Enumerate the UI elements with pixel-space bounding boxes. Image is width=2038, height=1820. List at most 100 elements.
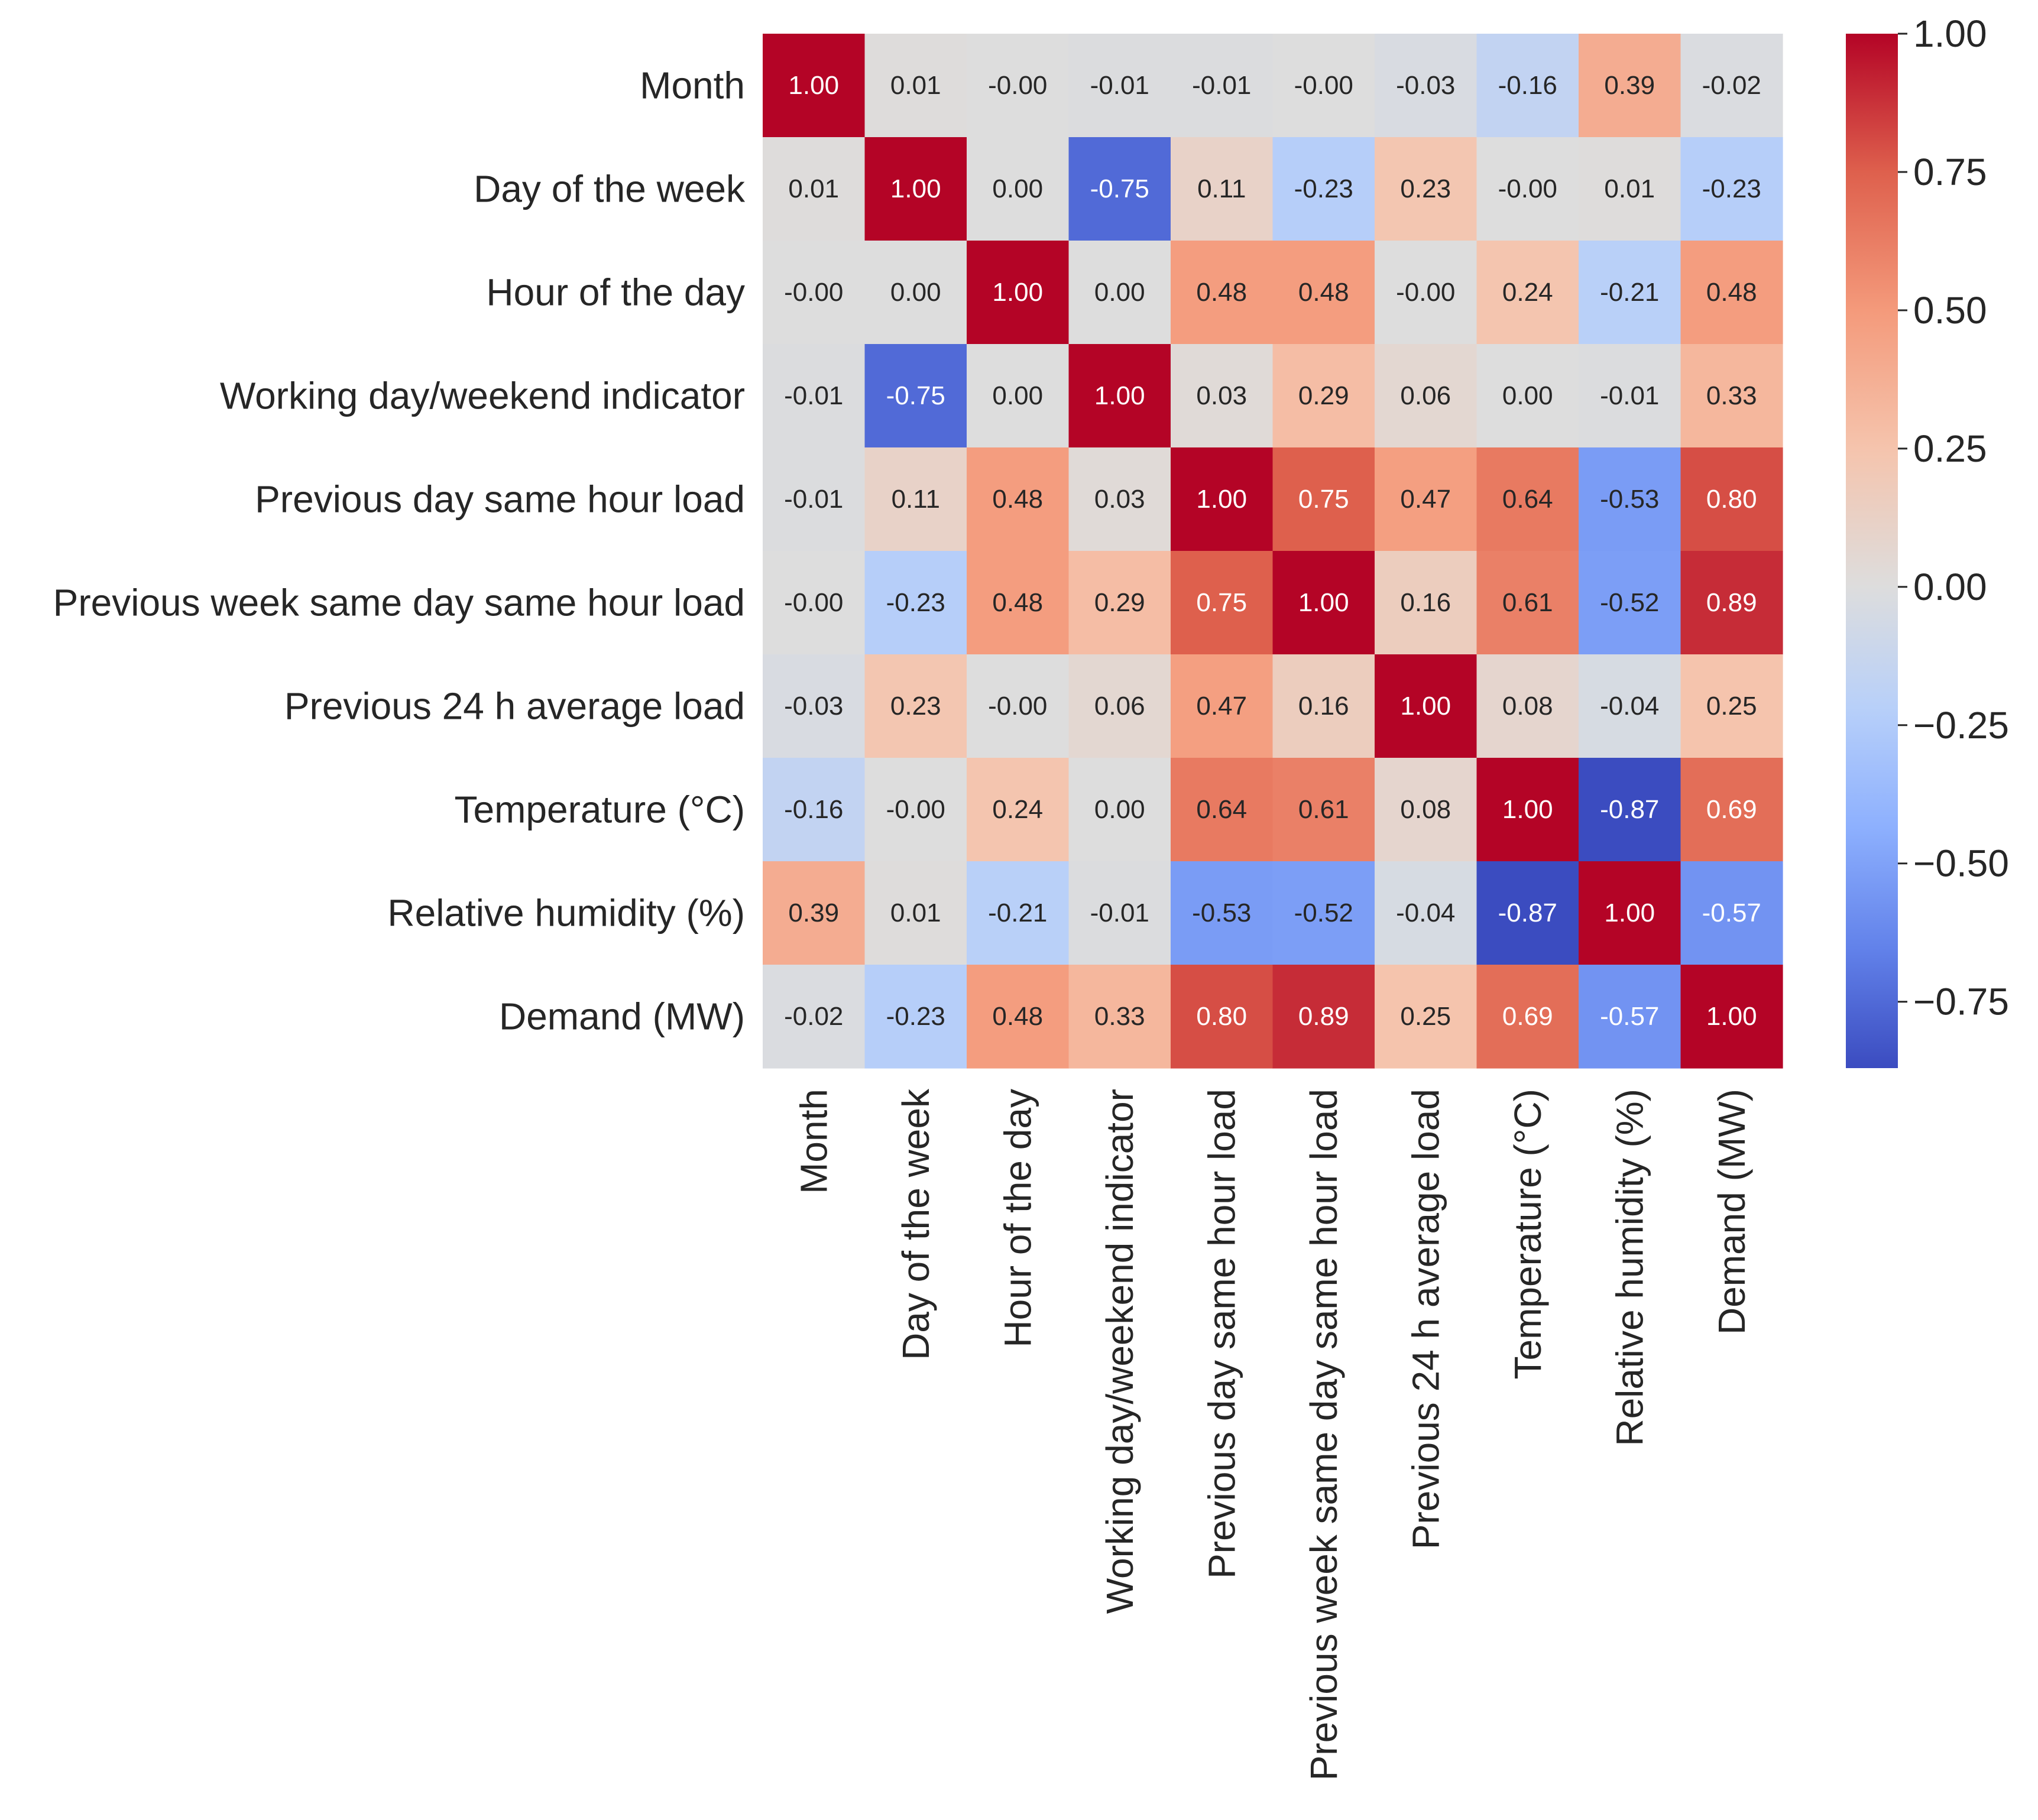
heatmap-cell [1171,344,1274,448]
heatmap-cell [1272,861,1375,965]
cell-value-label: 0.16 [1400,588,1451,617]
heatmap-cell [1272,241,1375,345]
cell-value-label: 0.06 [1094,692,1145,721]
heatmap-cell [1171,758,1274,862]
cell-value-label: -0.16 [1498,71,1557,100]
cell-value-label: 1.00 [1604,898,1655,927]
heatmap-cell [864,965,967,1069]
cell-value-label: 0.00 [992,381,1043,410]
x-tick-label: Day of the week [895,1088,937,1360]
cell-value-label: 0.29 [1094,588,1145,617]
heatmap-cell [1476,344,1579,448]
cell-value-label: -0.03 [1396,71,1455,100]
cell-value-label: 0.89 [1298,1002,1349,1031]
heatmap-cell [1375,551,1478,655]
cell-value-label: -0.53 [1192,898,1251,927]
cell-value-label: -0.01 [784,381,843,410]
y-tick-label: Temperature (°C) [455,789,746,831]
cell-value-label: 0.01 [1604,174,1655,203]
cell-value-label: 0.00 [1094,795,1145,824]
cell-value-label: -0.57 [1600,1002,1659,1031]
cell-value-label: 0.80 [1706,485,1757,514]
x-tick-label: Demand (MW) [1710,1089,1753,1335]
cell-value-label: -0.00 [784,588,843,617]
y-tick-label: Previous 24 h average load [284,685,745,728]
cell-value-label: 0.00 [992,174,1043,203]
cell-value-label: 0.23 [1400,174,1451,203]
heatmap-cell [1579,447,1681,551]
cell-value-label: 1.00 [890,174,941,203]
heatmap-cell [967,654,1070,758]
y-tick-label: Previous week same day same hour load [53,582,745,624]
x-axis-labels: Month Day of the week Hour of the day Worki… [792,1088,1753,1780]
heatmap-cell [1375,344,1478,448]
heatmap-cell [1375,965,1478,1069]
cell-value-label: 0.48 [1196,278,1247,307]
heatmap-cell [967,551,1070,655]
heatmap-cell [1476,34,1579,138]
cell-value-label: -0.04 [1600,692,1659,721]
heatmap-cell [1272,551,1375,655]
colorbar-tick-label: −0.50 [1913,842,2009,885]
heatmap-cell [763,447,866,551]
heatmap-cell [864,758,967,862]
cell-value-label: -0.23 [886,1002,945,1031]
heatmap-cell [1680,34,1783,138]
cell-value-label: -0.03 [784,692,843,721]
heatmap-cell [1375,34,1478,138]
heatmap-cell [1680,344,1783,448]
heatmap-cell [1171,861,1274,965]
heatmap-cell [763,758,866,862]
cell-value-label: -0.23 [886,588,945,617]
cell-value-label: -0.57 [1702,898,1761,927]
heatmap-cell [1680,965,1783,1069]
heatmap-cell [1579,34,1681,138]
heatmap-cell [864,654,967,758]
heatmap-cell [1579,137,1681,241]
cell-value-label: 0.03 [1094,485,1145,514]
x-tick-label: Working day/weekend indicator [1099,1089,1141,1614]
cell-value-label: 0.80 [1196,1002,1247,1031]
cell-value-label: 0.75 [1196,588,1247,617]
heatmap-cell [864,241,967,345]
cell-value-label: -0.00 [988,71,1047,100]
cell-value-label: 1.00 [1706,1002,1757,1031]
heatmap-cell [1272,137,1375,241]
heatmap-cell [1171,965,1274,1069]
cell-value-label: 0.11 [1197,174,1246,203]
cell-value-label: 0.06 [1400,381,1451,410]
heatmap-cell [967,34,1070,138]
heatmap-cell [967,241,1070,345]
x-tick-label: Previous week same day same hour load [1302,1089,1345,1780]
cell-value-label: -0.01 [1090,71,1149,100]
cell-value-label: -0.52 [1600,588,1659,617]
y-tick-label: Relative humidity (%) [387,892,745,935]
heatmap-cell [1579,344,1681,448]
heatmap-cell [763,654,866,758]
cell-value-label: -0.21 [1600,278,1659,307]
cell-value-label: -0.02 [784,1002,843,1031]
cell-value-label: 0.16 [1298,692,1349,721]
cell-value-label: 0.01 [788,174,839,203]
x-tick-label: Month [792,1089,835,1194]
cell-value-label: -0.01 [1600,381,1659,410]
heatmap-cell [1680,758,1783,862]
cell-value-label: -0.01 [784,485,843,514]
y-tick-label: Hour of the day [486,271,745,314]
cell-value-label: 0.48 [992,1002,1043,1031]
cell-value-label: 0.48 [1706,278,1757,307]
heatmap-cell [1272,965,1375,1069]
x-tick-label: Previous 24 h average load [1404,1089,1447,1549]
heatmap-cell [1171,551,1274,655]
heatmap-cell [763,551,866,655]
y-tick-label: Demand (MW) [499,995,745,1038]
cell-value-label: -0.53 [1600,485,1659,514]
heatmap-cell [864,551,967,655]
heatmap-cell [763,241,866,345]
cell-value-label: 0.64 [1502,485,1553,514]
heatmap-cell [1375,861,1478,965]
heatmap-cell [1579,654,1681,758]
heatmap-cell [967,861,1070,965]
cell-value-label: 0.48 [992,588,1043,617]
